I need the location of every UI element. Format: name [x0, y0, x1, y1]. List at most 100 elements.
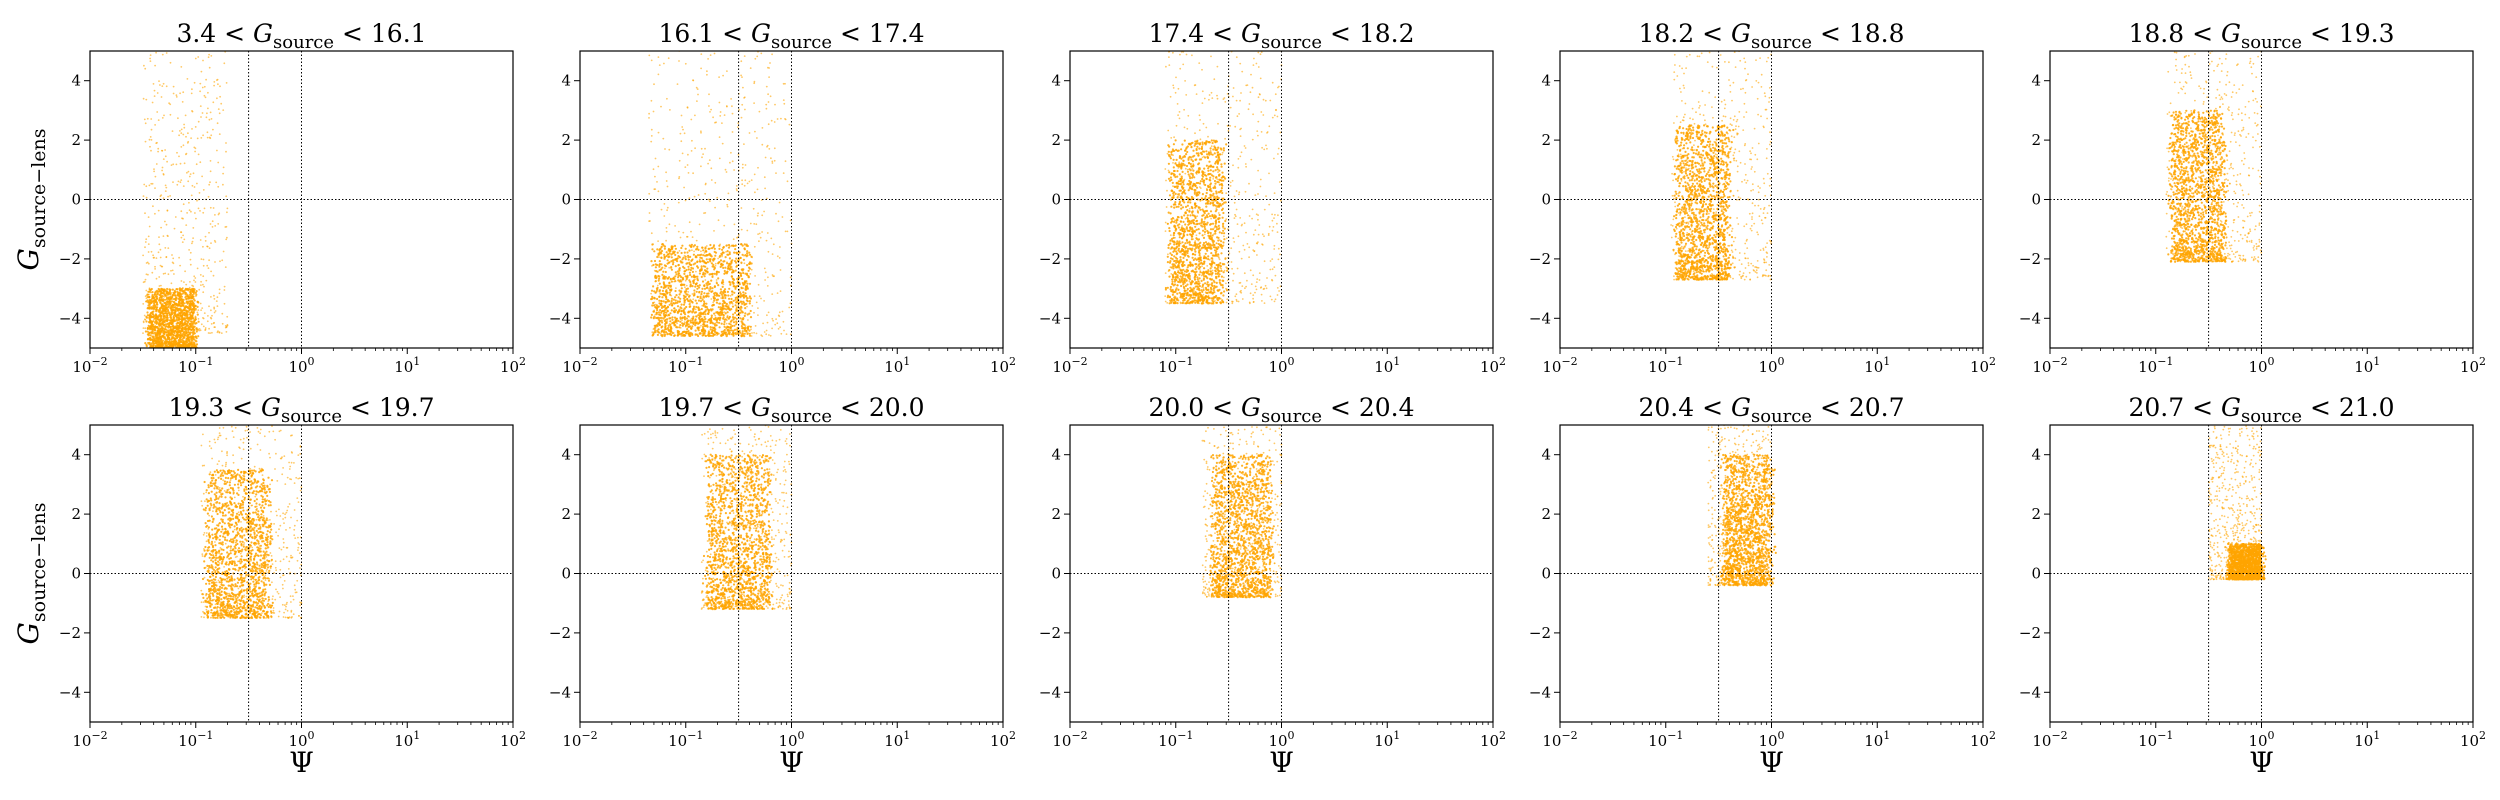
data-point — [741, 244, 744, 247]
data-point — [735, 264, 739, 267]
data-point — [152, 295, 155, 298]
data-point — [678, 267, 681, 270]
data-point — [702, 296, 706, 299]
data-point — [721, 251, 725, 254]
data-point — [688, 249, 691, 252]
data-point — [686, 298, 689, 301]
data-point — [1193, 192, 1196, 195]
data-point — [160, 284, 162, 287]
data-point — [678, 176, 681, 178]
data-point — [709, 326, 712, 329]
data-point — [187, 132, 189, 135]
data-point — [167, 247, 170, 250]
data-point — [714, 330, 716, 332]
data-point — [157, 287, 160, 291]
data-point — [1184, 284, 1187, 288]
data-point — [143, 280, 146, 283]
data-point — [657, 73, 660, 76]
data-point — [161, 312, 164, 315]
data-point — [704, 279, 707, 281]
data-point — [154, 290, 157, 293]
data-point — [713, 294, 716, 297]
data-point — [161, 149, 164, 152]
data-point — [174, 311, 177, 314]
data-point — [173, 289, 176, 292]
data-point — [1199, 180, 1202, 183]
data-point — [706, 73, 708, 76]
data-point — [723, 320, 726, 323]
data-point — [737, 122, 740, 124]
data-point — [159, 248, 162, 251]
data-point — [182, 133, 185, 136]
data-point — [672, 298, 675, 301]
data-point — [180, 231, 182, 234]
data-point — [1169, 260, 1172, 263]
data-point — [652, 243, 654, 246]
data-point — [668, 223, 671, 226]
y-tick-label: −4 — [549, 309, 571, 327]
data-point — [155, 315, 159, 318]
data-point — [734, 248, 737, 251]
data-point — [767, 66, 769, 69]
data-point — [751, 256, 753, 259]
data-point — [663, 256, 667, 259]
data-point — [1196, 198, 1199, 201]
data-point — [181, 293, 184, 295]
data-point — [153, 300, 156, 303]
data-point — [1215, 228, 1219, 231]
data-point — [196, 305, 199, 308]
data-point — [740, 325, 744, 328]
data-point — [193, 186, 196, 188]
data-point — [1204, 286, 1208, 289]
data-point — [682, 231, 685, 234]
data-point — [185, 309, 188, 312]
data-point — [716, 334, 718, 337]
data-point — [673, 334, 676, 337]
data-point — [682, 256, 685, 259]
data-point — [731, 281, 733, 284]
data-point — [705, 254, 708, 257]
data-point — [145, 185, 148, 188]
data-point — [666, 97, 668, 100]
data-point — [1195, 147, 1198, 151]
data-point — [718, 321, 721, 324]
data-point — [165, 52, 168, 54]
data-point — [171, 344, 174, 347]
data-point — [650, 260, 653, 263]
data-point — [202, 317, 205, 320]
data-point — [197, 335, 200, 338]
data-point — [684, 330, 688, 333]
data-point — [687, 254, 690, 257]
data-point — [175, 342, 178, 345]
data-point — [650, 313, 654, 316]
data-point — [743, 184, 746, 187]
data-point — [200, 137, 203, 139]
data-point — [658, 249, 661, 252]
data-point — [675, 273, 678, 276]
data-point — [709, 328, 712, 331]
data-point — [789, 302, 792, 305]
data-point — [744, 272, 747, 275]
data-point — [766, 314, 768, 317]
data-point — [1223, 238, 1226, 241]
data-point — [757, 166, 759, 169]
data-point — [153, 170, 156, 173]
data-point — [1210, 174, 1214, 177]
data-point — [700, 275, 703, 278]
data-point — [192, 295, 195, 298]
data-point — [158, 323, 162, 326]
data-point — [193, 305, 196, 308]
data-point — [153, 293, 156, 296]
data-point — [729, 320, 733, 323]
data-point — [650, 59, 653, 62]
data-point — [658, 265, 661, 268]
data-point — [168, 340, 171, 343]
data-point — [206, 320, 209, 323]
data-point — [721, 311, 724, 314]
data-point — [722, 283, 725, 286]
data-point — [753, 80, 756, 83]
data-point — [648, 54, 651, 57]
data-point — [650, 232, 653, 235]
data-point — [199, 274, 202, 276]
data-point — [685, 321, 688, 324]
